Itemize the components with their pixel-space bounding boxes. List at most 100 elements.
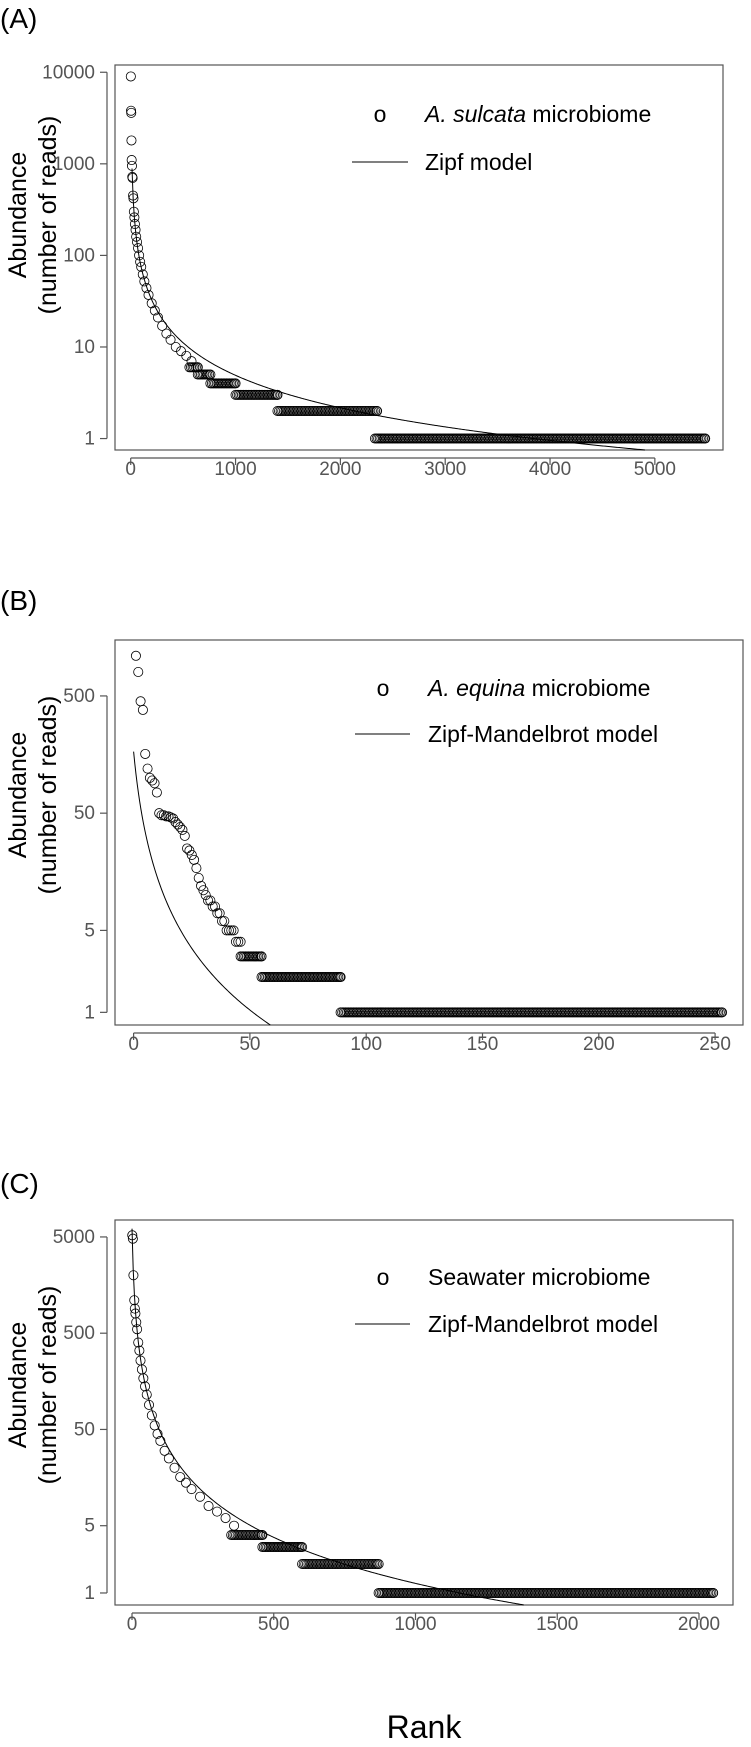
plot-frame <box>114 639 744 1026</box>
legend-line-label: Zipf-Mandelbrot model <box>428 721 658 747</box>
y-axis: 1 5 50 500 5000 <box>53 1227 108 1604</box>
data-point <box>226 925 237 936</box>
legend-points-suffix: microbiome <box>526 101 651 127</box>
data-points <box>127 1230 719 1598</box>
data-point <box>223 925 234 936</box>
data-point <box>175 822 186 833</box>
model-curve <box>131 1228 524 1606</box>
y-tick-label: 5 <box>84 1516 95 1537</box>
x-axis: 0 500 1000 1500 2000 <box>127 1612 720 1635</box>
x-tick-label: 0 <box>128 1034 139 1055</box>
y-tick-label: 5000 <box>53 1227 95 1248</box>
data-point <box>163 1453 174 1464</box>
legend-points-label: Seawater microbiome <box>428 1264 650 1290</box>
legend-point-symbol: o <box>377 1264 390 1290</box>
y-axis: 1 5 50 500 <box>63 686 108 1023</box>
legend-point-symbol: o <box>374 101 387 127</box>
data-point <box>141 283 152 294</box>
data-point <box>203 1501 214 1512</box>
data-point <box>163 811 174 822</box>
data-point <box>230 936 241 947</box>
data-point <box>144 772 155 783</box>
legend: o A. equina microbiome Zipf-Mandelbrot m… <box>355 675 658 747</box>
data-point <box>172 819 183 830</box>
data-point <box>126 155 137 166</box>
y-tick-label: 50 <box>74 1419 95 1440</box>
y-axis-label: Abundance (number of reads) <box>4 1286 62 1485</box>
data-point <box>297 1542 308 1553</box>
y-axis: 1 10 100 1000 10000 <box>42 62 108 450</box>
x-tick-label: 2000 <box>319 459 361 480</box>
y-axis-label: Abundance (number of reads) <box>4 696 62 895</box>
data-point <box>212 1506 223 1517</box>
data-point <box>137 704 148 715</box>
legend: o Seawater microbiome Zipf-Mandelbrot mo… <box>355 1264 658 1337</box>
data-point <box>700 433 711 444</box>
legend: o A. sulcata microbiome Zipf model <box>352 101 651 175</box>
data-point <box>207 901 218 912</box>
data-points <box>130 650 728 1018</box>
data-point <box>256 951 267 962</box>
legend-line-label: Zipf-Mandelbrot model <box>428 1311 658 1337</box>
data-point <box>125 71 136 82</box>
data-point <box>180 1477 191 1488</box>
x-tick-label: 150 <box>467 1034 499 1055</box>
y-axis-label-line1: Abundance <box>4 152 32 279</box>
x-tick-label: 3000 <box>424 459 466 480</box>
data-point <box>221 925 232 936</box>
x-tick-label: 5000 <box>634 459 676 480</box>
y-axis-label-line2: (number of reads) <box>34 116 62 315</box>
data-point <box>179 830 190 841</box>
data-point <box>335 972 346 983</box>
data-point <box>126 107 137 118</box>
data-point <box>165 334 176 345</box>
y-axis-label-line1: Abundance <box>4 732 32 859</box>
model-curve <box>131 168 646 451</box>
y-tick-label: 500 <box>63 686 95 707</box>
data-point <box>216 916 227 927</box>
data-point <box>142 763 153 774</box>
legend-points-italic: A. equina <box>426 675 525 701</box>
data-point <box>229 1520 240 1531</box>
data-point <box>193 872 204 883</box>
y-tick-label: 5 <box>84 920 95 941</box>
data-point <box>191 863 202 874</box>
data-point <box>257 1530 268 1541</box>
legend-points-suffix: Seawater microbiome <box>428 1264 650 1290</box>
panel-label: (C) <box>0 1168 39 1199</box>
legend-points-label: A. equina microbiome <box>426 675 650 701</box>
plot-frame <box>114 1219 734 1606</box>
panel-a: (A) Abundance (number of reads) 1 10 100 10… <box>0 3 724 480</box>
data-point <box>134 1345 145 1356</box>
data-point <box>182 843 193 854</box>
data-point <box>147 775 158 786</box>
data-point <box>161 811 172 822</box>
legend-points-label: A. sulcata microbiome <box>423 101 651 127</box>
data-point <box>192 362 203 373</box>
y-tick-label: 100 <box>63 245 95 266</box>
data-point <box>373 1559 384 1570</box>
data-point <box>136 261 147 272</box>
data-point <box>152 1428 163 1439</box>
x-axis-label: Rank <box>387 1709 463 1745</box>
data-point <box>177 824 188 835</box>
data-point <box>140 748 151 759</box>
data-point <box>717 1007 728 1018</box>
y-axis-label-line2: (number of reads) <box>34 1286 62 1485</box>
y-axis-label: Abundance (number of reads) <box>4 116 62 315</box>
panel-label: (B) <box>0 585 37 616</box>
x-tick-label: 0 <box>125 459 136 480</box>
y-axis-label-line1: Abundance <box>4 1322 32 1449</box>
data-point <box>139 276 150 287</box>
legend-points-suffix: microbiome <box>525 675 650 701</box>
data-point <box>195 1491 206 1502</box>
data-point <box>186 1484 197 1495</box>
x-tick-label: 100 <box>350 1034 382 1055</box>
data-point <box>708 1587 719 1598</box>
panel-label: (A) <box>0 3 37 34</box>
data-point <box>151 787 162 798</box>
x-tick-label: 250 <box>699 1034 731 1055</box>
data-point <box>133 667 144 678</box>
data-point <box>156 810 167 821</box>
x-axis: 0 1000 2000 3000 4000 5000 <box>125 457 676 480</box>
